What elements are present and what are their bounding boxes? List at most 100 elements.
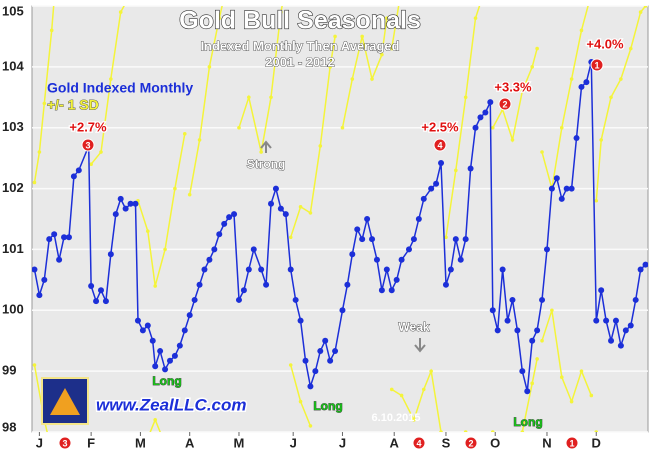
data-point	[277, 205, 284, 212]
data-point	[494, 327, 501, 334]
data-point	[32, 363, 37, 367]
x-tick-label: S	[442, 435, 451, 450]
data-point	[279, 10, 283, 14]
annotation: Long	[313, 399, 342, 413]
y-tick-label: 101	[2, 241, 24, 256]
data-point	[463, 95, 468, 100]
gain-label: +3.3%	[494, 79, 532, 94]
data-point	[107, 251, 114, 258]
data-point	[217, 16, 222, 20]
arrow	[414, 338, 426, 353]
data-point	[383, 266, 390, 273]
data-point	[171, 352, 178, 359]
data-point	[97, 287, 104, 294]
data-point	[529, 337, 536, 344]
data-point	[550, 308, 554, 313]
data-point	[540, 150, 544, 154]
data-point	[221, 220, 228, 227]
annotation: Long	[513, 415, 542, 429]
data-point	[603, 317, 610, 324]
data-point	[457, 256, 464, 263]
data-point	[317, 348, 324, 355]
data-point	[642, 261, 648, 268]
data-point	[490, 430, 495, 432]
data-point	[429, 369, 433, 373]
rank-label: 2	[468, 438, 473, 448]
data-point	[568, 185, 575, 192]
data-point	[393, 276, 400, 283]
x-tick-label: J	[339, 435, 346, 450]
data-point	[454, 168, 458, 173]
data-point	[146, 229, 150, 233]
data-point	[452, 236, 459, 243]
data-point	[364, 216, 371, 222]
data-point	[563, 185, 570, 192]
legend-label: +/- 1 SD	[47, 97, 99, 113]
data-point	[339, 307, 346, 314]
data-point	[187, 192, 192, 197]
data-point	[535, 46, 539, 51]
data-point	[269, 95, 273, 100]
data-point	[490, 125, 495, 130]
data-point	[399, 393, 404, 398]
data-point	[88, 282, 95, 289]
gain-label: +2.5%	[421, 119, 459, 134]
data-point	[327, 357, 334, 364]
y-tick-label: 98	[2, 419, 16, 434]
data-point	[444, 235, 448, 240]
data-point	[282, 211, 289, 218]
data-point	[519, 368, 526, 375]
data-point	[350, 77, 355, 81]
rank-label: 3	[62, 438, 67, 448]
x-tick-label: D	[592, 435, 601, 450]
data-point	[298, 205, 303, 209]
data-point	[438, 160, 445, 167]
data-point	[439, 430, 443, 432]
y-tick-label: 103	[2, 119, 24, 134]
data-point	[553, 175, 560, 182]
y-tick-label: 104	[2, 58, 24, 73]
data-point	[530, 65, 534, 69]
data-point	[594, 430, 599, 432]
data-point	[308, 211, 313, 215]
data-point	[477, 114, 484, 121]
x-tick-label: M	[234, 435, 245, 450]
data-point	[272, 185, 279, 192]
rank-label: 3	[85, 140, 90, 150]
data-point	[628, 46, 633, 51]
data-point	[389, 46, 394, 51]
data-point	[70, 173, 77, 180]
data-point	[302, 357, 309, 364]
data-point	[186, 312, 193, 319]
data-point	[637, 266, 644, 273]
data-point	[535, 357, 539, 361]
data-point	[340, 125, 345, 130]
data-point	[583, 79, 590, 86]
data-point	[46, 236, 53, 243]
data-point	[152, 363, 159, 370]
data-point	[206, 256, 213, 263]
data-point	[263, 281, 270, 288]
rank-badge	[498, 97, 512, 111]
data-point	[499, 266, 506, 273]
data-point	[643, 6, 648, 8]
data-point	[487, 99, 494, 106]
data-point	[240, 287, 247, 294]
data-point	[216, 231, 223, 238]
data-point	[558, 195, 565, 202]
data-point	[593, 317, 600, 324]
data-point	[207, 65, 212, 69]
annotation: Long	[152, 374, 181, 388]
data-point	[149, 337, 156, 344]
data-point	[360, 34, 364, 39]
legend-label: Gold Indexed Monthly	[47, 80, 193, 96]
data-point	[627, 322, 634, 329]
data-point	[32, 266, 38, 273]
y-tick-label: 102	[2, 180, 24, 195]
data-point	[197, 138, 202, 142]
data-point	[109, 77, 113, 81]
data-point	[420, 195, 427, 202]
data-point	[292, 296, 299, 303]
data-point	[428, 185, 435, 192]
data-point	[93, 298, 100, 305]
